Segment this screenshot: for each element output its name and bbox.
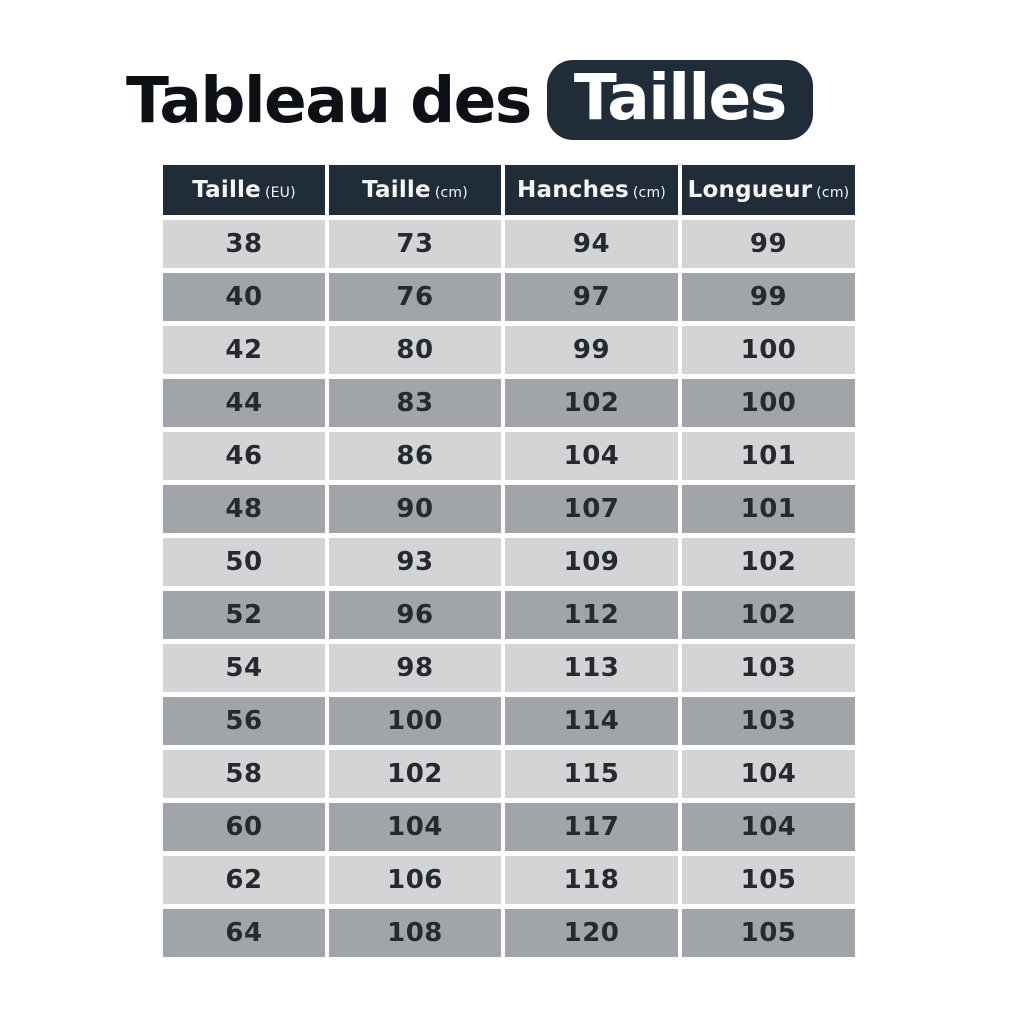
page-title: Tableau des Tailles	[126, 56, 813, 144]
page-title-text: Tableau des	[126, 63, 532, 137]
column-label: Taille	[192, 177, 261, 203]
column-label: Taille	[362, 177, 431, 203]
table-cell: 54	[163, 644, 325, 692]
table-cell: 109	[505, 538, 678, 586]
table-row: 60 104 117 104	[163, 803, 855, 851]
table-cell: 101	[682, 485, 855, 533]
table-cell: 38	[163, 220, 325, 268]
column-unit: (cm)	[816, 185, 850, 201]
table-row: 38 73 94 99	[163, 220, 855, 268]
column-unit: (cm)	[632, 185, 666, 201]
table-cell: 100	[682, 326, 855, 374]
table-row: 42 80 99 100	[163, 326, 855, 374]
table-cell: 106	[329, 856, 501, 904]
table-cell: 114	[505, 697, 678, 745]
table-cell: 107	[505, 485, 678, 533]
table-cell: 93	[329, 538, 501, 586]
table-cell: 73	[329, 220, 501, 268]
table-cell: 42	[163, 326, 325, 374]
table-cell: 46	[163, 432, 325, 480]
table-cell: 118	[505, 856, 678, 904]
table-cell: 50	[163, 538, 325, 586]
table-cell: 76	[329, 273, 501, 321]
table-cell: 102	[329, 750, 501, 798]
column-header-longueur-cm: Longueur (cm)	[682, 165, 855, 215]
table-cell: 104	[682, 750, 855, 798]
table-cell: 58	[163, 750, 325, 798]
column-label: Longueur	[687, 177, 813, 203]
table-cell: 97	[505, 273, 678, 321]
table-cell: 40	[163, 273, 325, 321]
table-cell: 100	[682, 379, 855, 427]
table-cell: 104	[682, 803, 855, 851]
table-row: 64 108 120 105	[163, 909, 855, 957]
table-row: 58 102 115 104	[163, 750, 855, 798]
table-cell: 62	[163, 856, 325, 904]
table-row: 54 98 113 103	[163, 644, 855, 692]
column-header-taille-cm: Taille (cm)	[329, 165, 501, 215]
table-cell: 105	[682, 909, 855, 957]
table-cell: 99	[682, 273, 855, 321]
table-cell: 100	[329, 697, 501, 745]
table-cell: 102	[505, 379, 678, 427]
size-table-body: 38 73 94 99 40 76 97 99 42 80 99 100 44 83 102 100 46 86 1…	[163, 220, 855, 957]
table-cell: 90	[329, 485, 501, 533]
table-cell: 96	[329, 591, 501, 639]
table-cell: 104	[329, 803, 501, 851]
column-unit: (cm)	[434, 185, 468, 201]
table-cell: 120	[505, 909, 678, 957]
table-cell: 102	[682, 538, 855, 586]
table-cell: 52	[163, 591, 325, 639]
table-cell: 117	[505, 803, 678, 851]
table-cell: 86	[329, 432, 501, 480]
column-unit: (EU)	[264, 185, 296, 201]
table-cell: 94	[505, 220, 678, 268]
table-cell: 80	[329, 326, 501, 374]
table-cell: 60	[163, 803, 325, 851]
column-header-taille-eu: Taille (EU)	[163, 165, 325, 215]
table-row: 44 83 102 100	[163, 379, 855, 427]
table-row: 56 100 114 103	[163, 697, 855, 745]
table-cell: 99	[682, 220, 855, 268]
table-cell: 98	[329, 644, 501, 692]
table-cell: 83	[329, 379, 501, 427]
column-label: Hanches	[517, 177, 629, 203]
table-cell: 64	[163, 909, 325, 957]
table-cell: 102	[682, 591, 855, 639]
table-cell: 56	[163, 697, 325, 745]
table-cell: 103	[682, 697, 855, 745]
table-cell: 48	[163, 485, 325, 533]
table-row: 50 93 109 102	[163, 538, 855, 586]
size-chart-container: Taille (EU) Taille (cm) Hanches (cm) Longue…	[159, 160, 855, 962]
table-cell: 103	[682, 644, 855, 692]
table-row: 52 96 112 102	[163, 591, 855, 639]
table-row: 48 90 107 101	[163, 485, 855, 533]
size-table-header: Taille (EU) Taille (cm) Hanches (cm) Longue…	[163, 165, 855, 215]
table-cell: 44	[163, 379, 325, 427]
header-row: Taille (EU) Taille (cm) Hanches (cm) Longue…	[163, 165, 855, 215]
table-cell: 104	[505, 432, 678, 480]
table-row: 46 86 104 101	[163, 432, 855, 480]
table-cell: 105	[682, 856, 855, 904]
table-row: 40 76 97 99	[163, 273, 855, 321]
page-title-badge: Tailles	[546, 60, 813, 140]
table-cell: 108	[329, 909, 501, 957]
table-row: 62 106 118 105	[163, 856, 855, 904]
table-cell: 115	[505, 750, 678, 798]
column-header-hanches-cm: Hanches (cm)	[505, 165, 678, 215]
table-cell: 99	[505, 326, 678, 374]
table-cell: 101	[682, 432, 855, 480]
table-cell: 112	[505, 591, 678, 639]
size-table: Taille (EU) Taille (cm) Hanches (cm) Longue…	[159, 160, 859, 962]
table-cell: 113	[505, 644, 678, 692]
